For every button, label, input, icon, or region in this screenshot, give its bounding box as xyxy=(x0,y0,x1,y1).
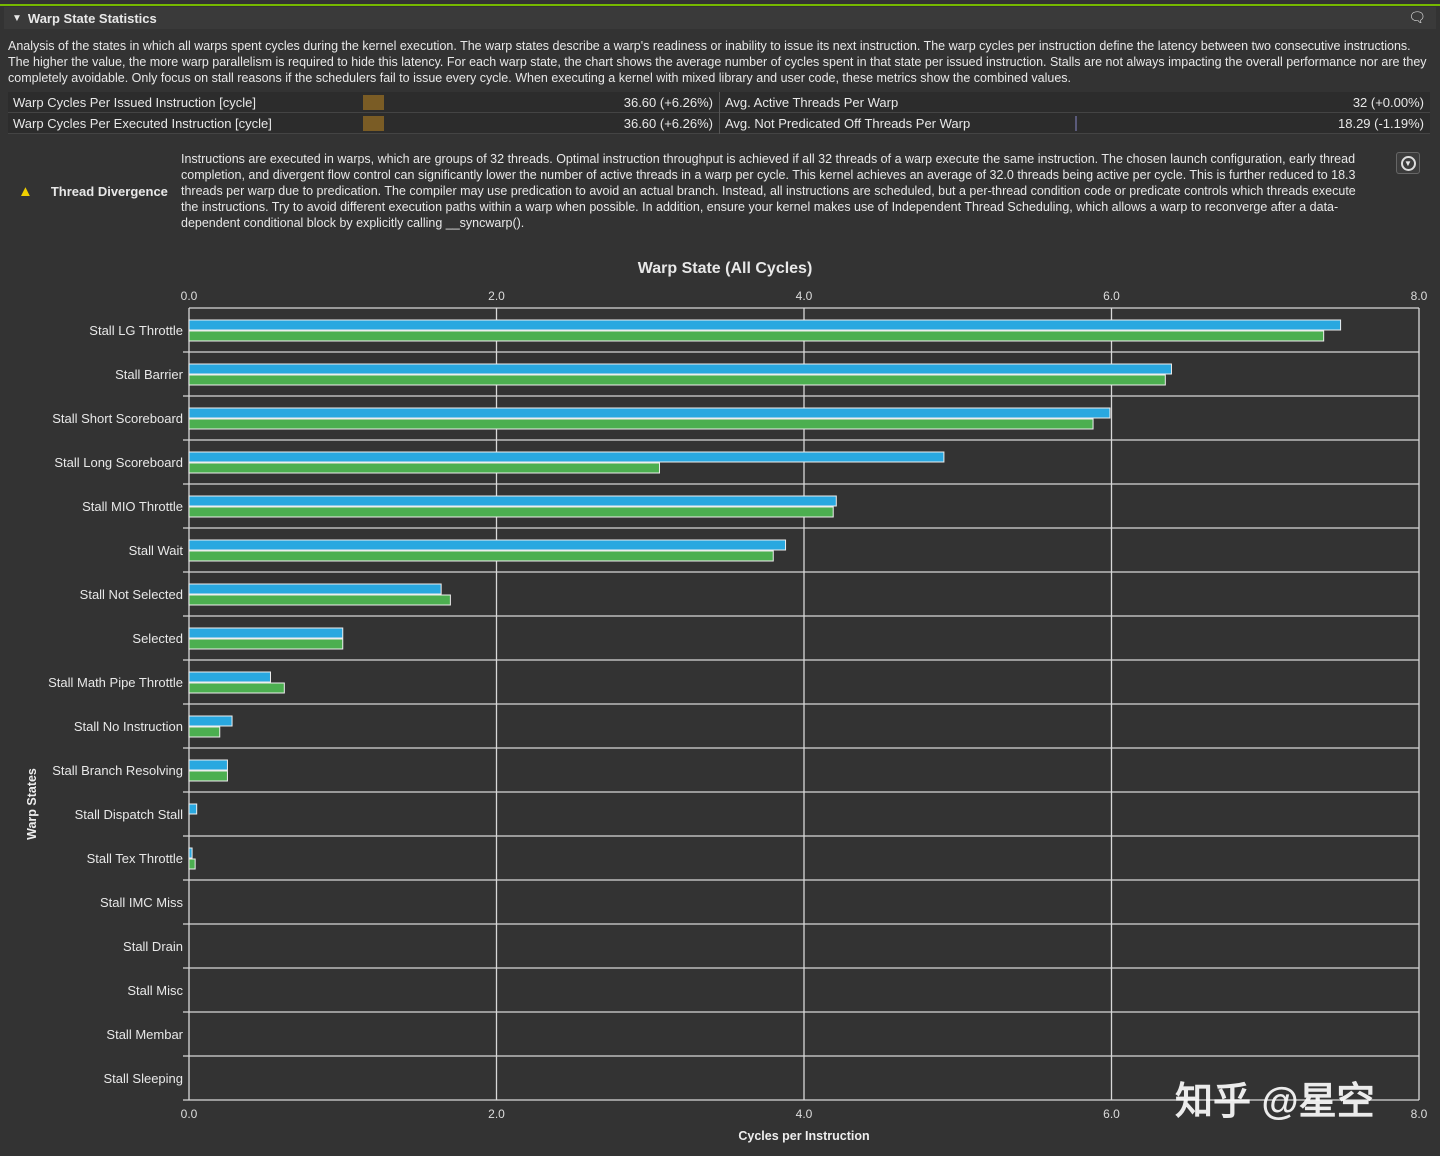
metric-bar xyxy=(1075,116,1077,131)
metric-bar xyxy=(363,116,384,131)
metric-cell: Avg. Active Threads Per Warp 32 (+0.00%) xyxy=(719,92,1430,113)
x-tick-label-top: 6.0 xyxy=(1103,289,1120,303)
y-axis-title: Warp States xyxy=(25,768,39,840)
collapse-triangle-icon[interactable]: ▼ xyxy=(12,12,22,24)
x-tick-label-bottom: 0.0 xyxy=(181,1107,198,1121)
section-title: Warp State Statistics xyxy=(27,10,157,26)
bar-blue xyxy=(188,495,837,507)
accent-line xyxy=(0,4,1440,6)
bar-blue xyxy=(188,451,945,463)
bar-blue xyxy=(188,319,1342,331)
x-tick-label-top: 2.0 xyxy=(488,289,505,303)
bar-blue xyxy=(188,363,1172,375)
metrics-row: Warp Cycles Per Issued Instruction [cycl… xyxy=(8,92,1430,113)
metric-value: 32 (+0.00%) xyxy=(1352,95,1424,110)
bar-blue xyxy=(188,627,344,639)
category-label: Stall Dispatch Stall xyxy=(75,807,183,822)
metric-label: Avg. Not Predicated Off Threads Per Warp xyxy=(725,116,971,131)
section-header[interactable]: ▼ Warp State Statistics 🗨︎ xyxy=(4,7,1436,29)
category-label: Selected xyxy=(132,631,183,646)
x-tick-label-top: 4.0 xyxy=(796,289,813,303)
metric-cell: Warp Cycles Per Executed Instruction [cy… xyxy=(8,113,719,134)
metric-label: Warp Cycles Per Issued Instruction [cycl… xyxy=(13,95,256,110)
category-label: Stall Sleeping xyxy=(104,1071,184,1086)
section-description: Analysis of the states in which all warp… xyxy=(8,39,1427,85)
bar-green xyxy=(188,858,196,870)
category-label: Stall MIO Throttle xyxy=(82,499,183,514)
expand-button[interactable]: ▼ xyxy=(1396,152,1420,174)
metric-value: 36.60 (+6.26%) xyxy=(623,116,713,131)
category-label: Stall LG Throttle xyxy=(89,323,183,338)
metric-bar xyxy=(363,95,384,110)
chart-title: Warp State (All Cycles) xyxy=(637,260,813,277)
metric-label: Avg. Active Threads Per Warp xyxy=(725,95,899,110)
bar-green xyxy=(188,374,1166,386)
category-label: Stall Short Scoreboard xyxy=(52,411,183,426)
x-tick-label-top: 8.0 xyxy=(1411,289,1428,303)
bar-blue xyxy=(188,407,1111,419)
metrics-row: Warp Cycles Per Executed Instruction [cy… xyxy=(8,113,1430,134)
category-label: Stall Wait xyxy=(129,543,184,558)
warning-label: ▲ Thread Divergence xyxy=(18,183,168,200)
comment-icon[interactable]: 🗨︎ xyxy=(1408,9,1426,25)
metric-label: Warp Cycles Per Executed Instruction [cy… xyxy=(13,116,272,131)
category-label: Stall Not Selected xyxy=(80,587,183,602)
bar-blue xyxy=(188,759,228,771)
x-tick-label-bottom: 4.0 xyxy=(796,1107,813,1121)
bar-green xyxy=(188,682,285,694)
metrics-table: Warp Cycles Per Issued Instruction [cycl… xyxy=(8,92,1430,134)
bar-green xyxy=(188,726,221,738)
bar-green xyxy=(188,638,344,650)
bar-green xyxy=(188,594,451,606)
watermark: 知乎 @星空 xyxy=(1175,1081,1375,1123)
x-tick-label-bottom: 2.0 xyxy=(488,1107,505,1121)
warning-triangle-icon: ▲ xyxy=(18,183,33,200)
x-tick-label-bottom: 8.0 xyxy=(1411,1107,1428,1121)
chevron-down-icon: ▼ xyxy=(1400,155,1416,171)
bar-green xyxy=(188,330,1325,342)
bar-green xyxy=(188,770,228,782)
bar-green xyxy=(188,550,774,562)
x-tick-label-top: 0.0 xyxy=(181,289,198,303)
warning-text: Instructions are executed in warps, whic… xyxy=(181,152,1356,230)
category-label: Stall Branch Resolving xyxy=(52,763,183,778)
metric-value: 18.29 (-1.19%) xyxy=(1338,116,1424,131)
category-label: Stall IMC Miss xyxy=(100,895,184,910)
bar-green xyxy=(188,418,1094,430)
category-label: Stall Membar xyxy=(106,1027,183,1042)
category-label: Stall Long Scoreboard xyxy=(54,455,183,470)
category-label: Stall Drain xyxy=(123,939,183,954)
category-label: Stall Barrier xyxy=(115,367,184,382)
x-axis-title: Cycles per Instruction xyxy=(738,1129,869,1143)
category-label: Stall No Instruction xyxy=(74,719,183,734)
category-label: Stall Tex Throttle xyxy=(87,851,183,866)
bar-blue xyxy=(188,847,193,859)
bar-blue xyxy=(188,803,198,815)
bar-blue xyxy=(188,539,787,551)
x-tick-label-bottom: 6.0 xyxy=(1103,1107,1120,1121)
category-label: Stall Math Pipe Throttle xyxy=(48,675,183,690)
metric-value: 36.60 (+6.26%) xyxy=(623,95,713,110)
bar-blue xyxy=(188,715,233,727)
bar-green xyxy=(188,506,834,518)
metric-cell: Avg. Not Predicated Off Threads Per Warp… xyxy=(719,113,1430,134)
warning-title: Thread Divergence xyxy=(50,184,168,199)
bar-blue xyxy=(188,583,442,595)
category-label: Stall Misc xyxy=(127,983,183,998)
bar-green xyxy=(188,462,660,474)
metric-cell: Warp Cycles Per Issued Instruction [cycl… xyxy=(8,92,719,113)
bar-blue xyxy=(188,671,271,683)
